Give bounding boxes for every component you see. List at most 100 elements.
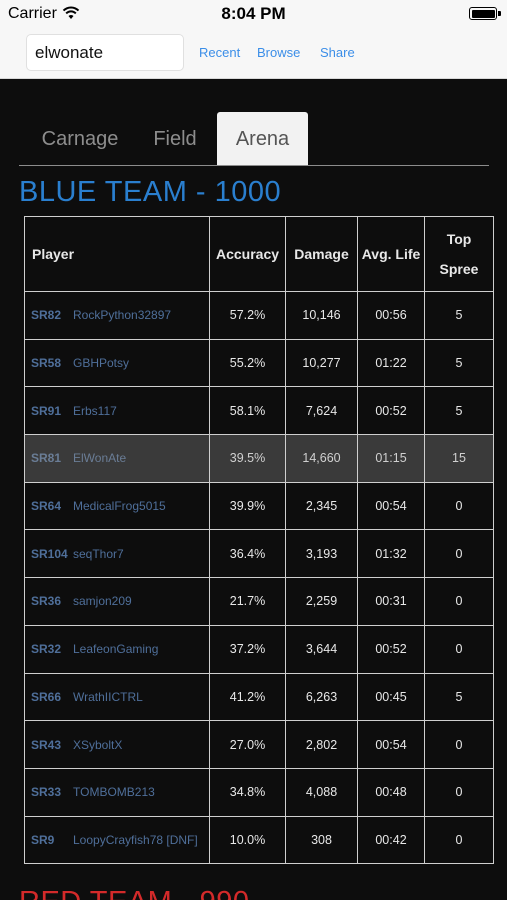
player-row[interactable]: SR82 RockPython32897 57.2% 10,146 00:56 5	[24, 291, 494, 340]
player-cell: SR81 ElWonAte	[24, 434, 210, 483]
skill-rank: SR82	[31, 308, 62, 323]
top-spree-cell: 5	[424, 338, 494, 388]
avg-life-cell: 00:56	[357, 291, 425, 340]
top-spree-cell: 5	[424, 386, 494, 436]
damage-cell: 6,263	[285, 672, 358, 722]
avg-life-cell: 00:48	[357, 767, 425, 817]
skill-rank: SR81	[31, 451, 62, 466]
player-row[interactable]: SR36 samjon209 21.7% 2,259 00:31 0	[24, 577, 494, 626]
player-row[interactable]: SR66 WrathIICTRL 41.2% 6,263 00:45 5	[24, 672, 494, 722]
top-spree-cell: 0	[424, 815, 494, 865]
avg-life-cell: 01:32	[357, 529, 425, 579]
accuracy-cell: 55.2%	[209, 338, 286, 388]
player-cell: SR33 TOMBOMB213	[24, 767, 210, 817]
skill-rank: SR33	[31, 785, 62, 800]
table-header-row: Player Accuracy Damage Avg. Life Top Spr…	[24, 216, 494, 292]
accuracy-cell: 34.8%	[209, 767, 286, 817]
accuracy-cell: 36.4%	[209, 529, 286, 579]
avg-life-cell: 00:42	[357, 815, 425, 865]
skill-rank: SR36	[31, 594, 62, 609]
damage-cell: 3,193	[285, 529, 358, 579]
avg-life-column-header: Avg. Life	[357, 216, 425, 292]
damage-cell: 2,259	[285, 577, 358, 626]
avg-life-cell: 00:52	[357, 386, 425, 436]
avg-life-cell: 01:15	[357, 434, 425, 483]
top-spree-cell: 0	[424, 481, 494, 531]
accuracy-cell: 41.2%	[209, 672, 286, 722]
browse-link[interactable]: Browse	[257, 45, 301, 60]
player-cell: SR36 samjon209	[24, 577, 210, 626]
damage-column-header: Damage	[285, 216, 358, 292]
recent-link[interactable]: Recent	[199, 45, 241, 60]
avg-life-cell: 00:54	[357, 720, 425, 769]
player-row[interactable]: SR9 LoopyCrayfish78 [DNF] 10.0% 308 00:42 0	[24, 815, 494, 865]
skill-rank: SR64	[31, 499, 62, 514]
gamertag-link[interactable]: ElWonAte	[73, 451, 127, 466]
gamertag-link[interactable]: WrathIICTRL	[73, 689, 143, 704]
player-row[interactable]: SR104 seqThor7 36.4% 3,193 01:32 0	[24, 529, 494, 579]
search-header: Recent Browse Share	[0, 28, 507, 79]
tab-field[interactable]: Field	[153, 128, 197, 150]
accuracy-cell: 58.1%	[209, 386, 286, 436]
accuracy-cell: 10.0%	[209, 815, 286, 865]
skill-rank: SR9	[31, 832, 55, 847]
damage-cell: 10,146	[285, 291, 358, 340]
gamertag-link[interactable]: LoopyCrayfish78 [DNF]	[73, 832, 198, 847]
tab-arena[interactable]: Arena	[217, 112, 308, 165]
player-row[interactable]: SR43 XSyboltX 27.0% 2,802 00:54 0	[24, 720, 494, 769]
damage-cell: 14,660	[285, 434, 358, 483]
top-spree-cell: 0	[424, 767, 494, 817]
tab-carnage[interactable]: Carnage	[41, 128, 119, 150]
damage-cell: 4,088	[285, 767, 358, 817]
avg-life-cell: 00:45	[357, 672, 425, 722]
skill-rank: SR58	[31, 356, 62, 371]
gamertag-link[interactable]: MedicalFrog5015	[73, 499, 166, 514]
battery-icon	[469, 7, 501, 20]
gamertag-link[interactable]: XSyboltX	[73, 737, 123, 752]
player-row[interactable]: SR33 TOMBOMB213 34.8% 4,088 00:48 0	[24, 767, 494, 817]
damage-cell: 2,345	[285, 481, 358, 531]
player-row[interactable]: SR91 Erbs117 58.1% 7,624 00:52 5	[24, 386, 494, 436]
player-cell: SR66 WrathIICTRL	[24, 672, 210, 722]
player-cell: SR43 XSyboltX	[24, 720, 210, 769]
accuracy-cell: 39.9%	[209, 481, 286, 531]
gamertag-link[interactable]: samjon209	[73, 594, 132, 609]
gamertag-link[interactable]: Erbs117	[73, 403, 117, 418]
player-row[interactable]: SR32 LeafeonGaming 37.2% 3,644 00:52 0	[24, 624, 494, 674]
top-spree-cell: 5	[424, 672, 494, 722]
skill-rank: SR104	[31, 546, 68, 561]
top-spree-cell: 0	[424, 577, 494, 626]
avg-life-cell: 00:54	[357, 481, 425, 531]
clock: 8:04 PM	[221, 4, 286, 23]
player-row[interactable]: SR58 GBHPotsy 55.2% 10,277 01:22 5	[24, 338, 494, 388]
top-spree-cell: 15	[424, 434, 494, 483]
wifi-icon	[62, 6, 80, 19]
player-cell: SR104 seqThor7	[24, 529, 210, 579]
red-team-title: RED TEAM - 990	[19, 886, 249, 900]
skill-rank: SR43	[31, 737, 62, 752]
search-input[interactable]	[26, 34, 184, 71]
accuracy-cell: 37.2%	[209, 624, 286, 674]
share-link[interactable]: Share	[320, 45, 355, 60]
gamertag-link[interactable]: LeafeonGaming	[73, 642, 159, 657]
gamertag-link[interactable]: seqThor7	[73, 546, 124, 561]
player-cell: SR9 LoopyCrayfish78 [DNF]	[24, 815, 210, 865]
player-row[interactable]: SR64 MedicalFrog5015 39.9% 2,345 00:54 0	[24, 481, 494, 531]
top-spree-header-line1: Top	[446, 231, 472, 247]
carrier-label: Carrier	[8, 5, 57, 22]
damage-cell: 7,624	[285, 386, 358, 436]
player-row[interactable]: SR81 ElWonAte 39.5% 14,660 01:15 15	[24, 434, 494, 483]
accuracy-cell: 39.5%	[209, 434, 286, 483]
gamertag-link[interactable]: GBHPotsy	[73, 356, 130, 371]
gamertag-link[interactable]: RockPython32897	[73, 308, 172, 323]
accuracy-cell: 57.2%	[209, 291, 286, 340]
gamertag-link[interactable]: TOMBOMB213	[73, 785, 155, 800]
player-cell: SR58 GBHPotsy	[24, 338, 210, 388]
damage-cell: 2,802	[285, 720, 358, 769]
stats-tabs: Carnage Field Arena	[19, 112, 489, 166]
skill-rank: SR32	[31, 642, 62, 657]
avg-life-cell: 00:52	[357, 624, 425, 674]
damage-cell: 308	[285, 815, 358, 865]
top-spree-cell: 0	[424, 624, 494, 674]
avg-life-cell: 01:22	[357, 338, 425, 388]
